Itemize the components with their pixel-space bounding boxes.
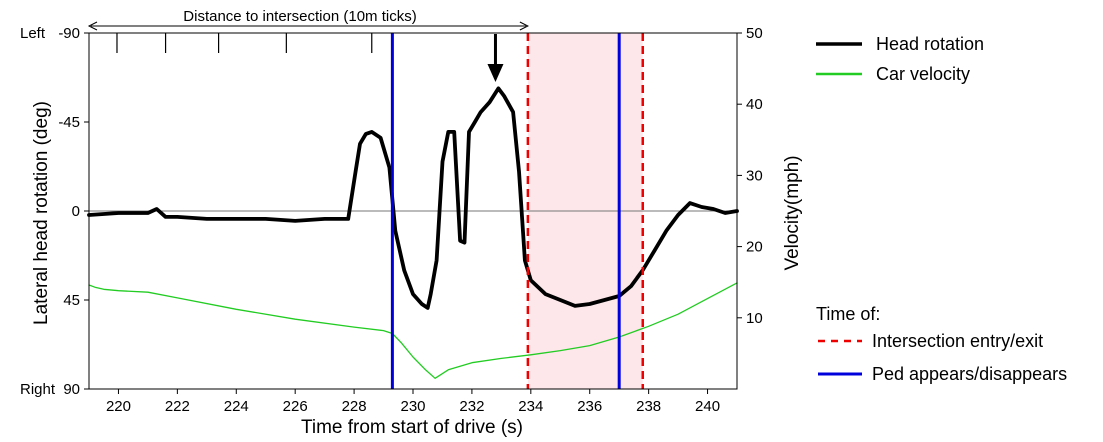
y-left-tick-label: -45 xyxy=(58,114,80,131)
legend-entry-pedestrian: Ped appears/disappears xyxy=(818,364,1067,384)
x-axis-title: Time from start of drive (s) xyxy=(301,417,523,438)
legend-entry-head-rotation: Head rotation xyxy=(816,34,984,54)
y-axis-left-title: Lateral head rotation (deg) xyxy=(31,101,52,325)
y-right-tick-label: 40 xyxy=(746,96,763,113)
y-left-side-label-top: Left xyxy=(20,25,46,42)
x-tick-label: 222 xyxy=(165,398,190,415)
y-left-tick-label: 0 xyxy=(72,203,80,220)
head-rotation-line xyxy=(87,86,739,310)
x-tick-label: 238 xyxy=(636,398,661,415)
x-tick-label: 224 xyxy=(224,398,249,415)
legend-entry-intersection: Intersection entry/exit xyxy=(818,331,1043,351)
x-tick-label: 240 xyxy=(695,398,720,415)
x-tick-label: 236 xyxy=(577,398,602,415)
y-left-side-label-bottom: Right xyxy=(20,381,56,398)
peak-arrow-head xyxy=(487,64,504,82)
legend: Head rotation Car velocity Time of: Inte… xyxy=(816,34,1067,384)
distance-arrow-right-head xyxy=(519,21,529,31)
series-layer xyxy=(87,86,739,379)
legend-label-car-velocity: Car velocity xyxy=(876,64,970,84)
legend-section-title: Time of: xyxy=(816,304,880,324)
x-tick-label: 226 xyxy=(283,398,308,415)
vertical-lines-layer xyxy=(390,33,644,389)
legend-label-pedestrian: Ped appears/disappears xyxy=(872,364,1067,384)
legend-entry-car-velocity: Car velocity xyxy=(816,64,970,84)
x-tick-label: 234 xyxy=(518,398,543,415)
distance-annotation-label: Distance to intersection (10m ticks) xyxy=(183,8,416,25)
y-right-tick-label: 10 xyxy=(746,310,763,327)
distance-arrow-left-head xyxy=(87,21,98,31)
y-left-tick-label: -90 xyxy=(58,25,80,42)
x-tick-label: 230 xyxy=(400,398,425,415)
x-tick-label: 228 xyxy=(342,398,367,415)
y-right-tick-label: 50 xyxy=(746,25,763,42)
y-right-tick-label: 30 xyxy=(746,167,763,184)
y-left-tick-label: 45 xyxy=(63,292,80,309)
axes-layer: 220 222 224 226 228 230 232 234 236 238 240 -90 -45 0… xyxy=(20,25,763,415)
legend-label-intersection: Intersection entry/exit xyxy=(872,331,1043,351)
y-right-tick-label: 20 xyxy=(746,239,763,256)
legend-label-head-rotation: Head rotation xyxy=(876,34,984,54)
annotation-layer: Distance to intersection (10m ticks) xyxy=(87,8,529,82)
axis-titles-layer: Time from start of drive (s) Lateral hea… xyxy=(31,101,803,438)
car-velocity-line xyxy=(88,282,738,379)
x-tick-label: 232 xyxy=(459,398,484,415)
y-left-tick-label: 90 xyxy=(63,381,80,398)
y-axis-right-title: Velocity(mph) xyxy=(782,155,803,270)
x-tick-label: 220 xyxy=(106,398,131,415)
